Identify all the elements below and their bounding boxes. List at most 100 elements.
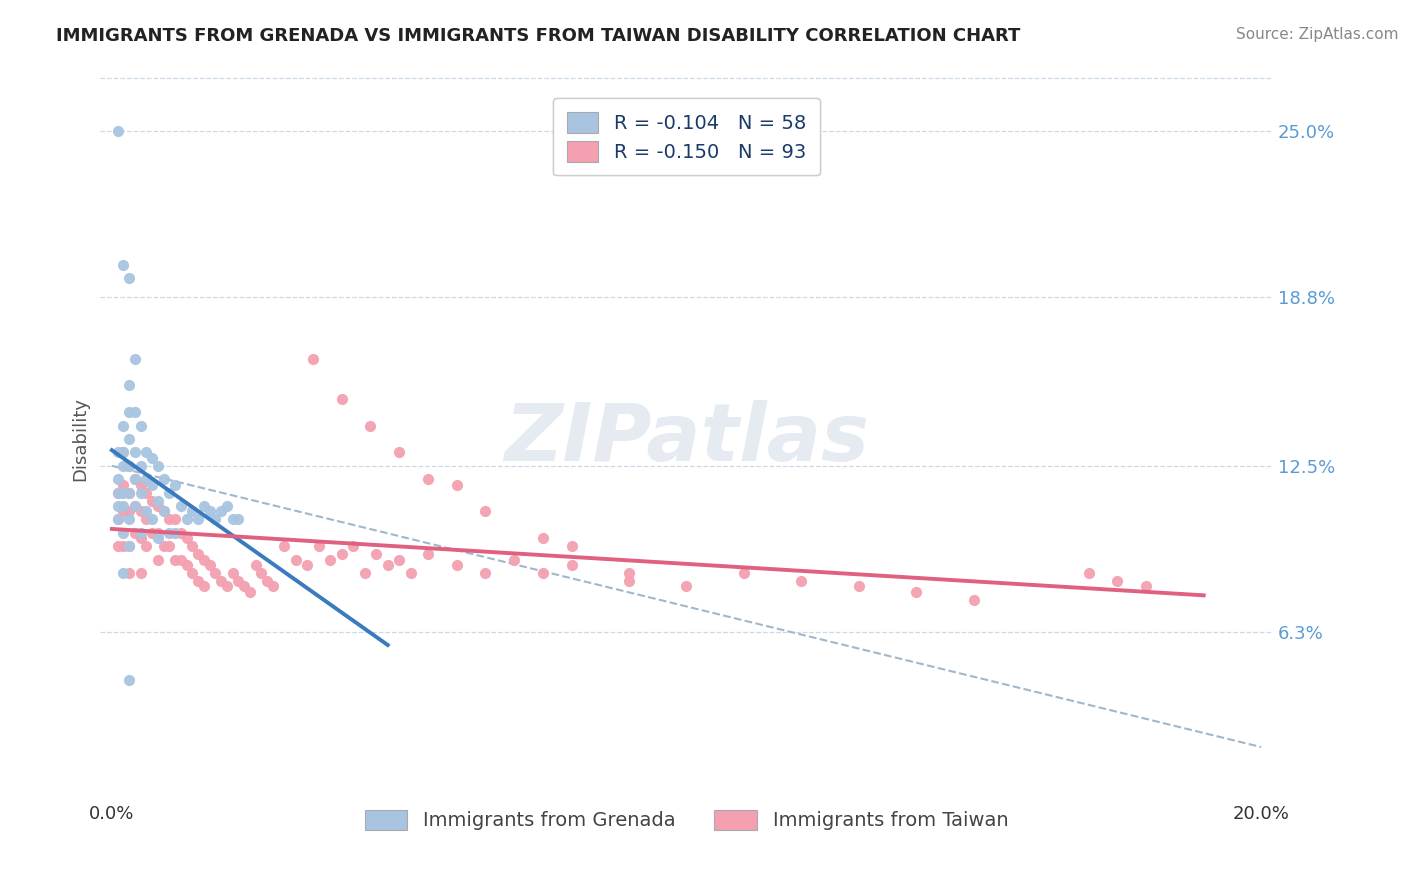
Point [416,472,439,486]
Point [135,504,157,518]
Point [124,472,146,486]
Y-axis label: Disability: Disability [72,397,89,481]
Point [118,432,141,446]
Point [388,445,411,459]
Point [112,499,135,513]
Point [561,558,583,572]
Point [107,472,129,486]
Point [181,504,204,518]
Point [129,418,152,433]
Point [187,547,209,561]
Point [733,566,755,580]
Point [176,512,198,526]
Point [226,574,249,588]
Point [273,539,295,553]
Point [146,458,169,473]
Point [905,584,928,599]
Point [561,539,583,553]
Point [353,566,375,580]
Point [617,566,640,580]
Point [107,485,129,500]
Point [107,445,129,459]
Point [129,458,152,473]
Point [209,504,232,518]
Point [141,493,163,508]
Point [135,445,157,459]
Point [141,450,163,465]
Point [129,566,152,580]
Point [170,552,193,566]
Point [165,477,187,491]
Point [366,547,388,561]
Point [112,477,135,491]
Point [262,579,284,593]
Text: Source: ZipAtlas.com: Source: ZipAtlas.com [1236,27,1399,42]
Point [146,531,169,545]
Point [399,566,422,580]
Point [617,574,640,588]
Point [124,525,146,540]
Point [141,477,163,491]
Point [193,552,215,566]
Point [107,485,129,500]
Point [112,445,135,459]
Point [107,539,129,553]
Point [118,539,141,553]
Point [107,512,129,526]
Point [124,405,146,419]
Point [388,552,411,566]
Point [359,418,381,433]
Point [474,566,496,580]
Point [297,558,319,572]
Point [118,673,141,687]
Point [112,539,135,553]
Point [848,579,870,593]
Point [790,574,813,588]
Point [170,499,193,513]
Point [112,525,135,540]
Point [146,499,169,513]
Point [215,579,238,593]
Point [146,493,169,508]
Point [118,485,141,500]
Point [157,539,180,553]
Point [187,512,209,526]
Point [446,477,468,491]
Point [157,512,180,526]
Legend: R = -0.104   N = 58, R = -0.150   N = 93: R = -0.104 N = 58, R = -0.150 N = 93 [554,98,820,176]
Point [446,558,468,572]
Point [107,124,129,138]
Point [239,584,262,599]
Point [193,499,215,513]
Point [129,485,152,500]
Point [165,512,187,526]
Point [118,271,141,285]
Point [170,525,193,540]
Point [256,574,278,588]
Point [157,525,180,540]
Point [474,504,496,518]
Point [118,539,141,553]
Point [209,574,232,588]
Point [226,512,249,526]
Point [118,378,141,392]
Point [198,558,221,572]
Point [157,485,180,500]
Point [135,472,157,486]
Point [233,579,256,593]
Point [377,558,399,572]
Point [330,547,353,561]
Point [245,558,267,572]
Point [146,525,169,540]
Point [135,512,157,526]
Point [675,579,697,593]
Point [963,592,986,607]
Point [118,405,141,419]
Text: IMMIGRANTS FROM GRENADA VS IMMIGRANTS FROM TAIWAN DISABILITY CORRELATION CHART: IMMIGRANTS FROM GRENADA VS IMMIGRANTS FR… [56,27,1021,45]
Point [112,445,135,459]
Point [152,504,174,518]
Point [129,531,152,545]
Point [107,499,129,513]
Point [129,477,152,491]
Point [124,472,146,486]
